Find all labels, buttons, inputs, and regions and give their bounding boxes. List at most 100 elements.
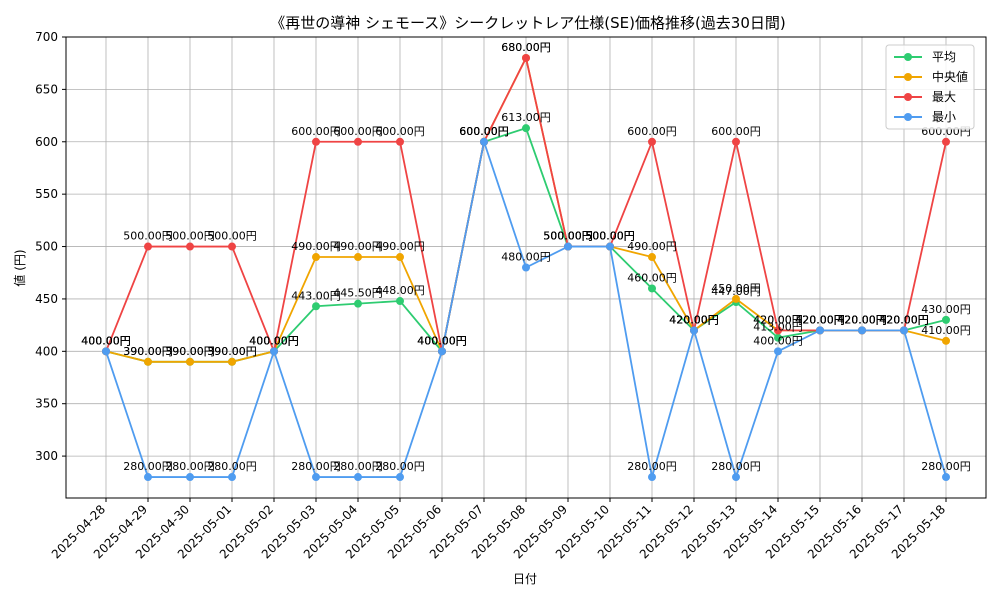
legend-label: 最大 bbox=[932, 90, 956, 104]
data-label: 490.00円 bbox=[333, 240, 383, 253]
legend-label: 中央値 bbox=[932, 69, 968, 84]
data-label: 680.00円 bbox=[501, 41, 551, 54]
data-point bbox=[648, 253, 656, 262]
data-label: 420.00円 bbox=[669, 313, 719, 326]
data-label: 420.00円 bbox=[795, 313, 845, 326]
data-label: 445.50円 bbox=[333, 287, 383, 300]
data-point bbox=[396, 253, 404, 262]
data-label: 280.00円 bbox=[627, 460, 677, 473]
chart-title: 《再世の導神 シェモース》シークレットレア仕様(SE)価格推移(過去30日間) bbox=[270, 14, 786, 32]
data-point bbox=[606, 242, 614, 251]
y-tick-label: 600 bbox=[35, 135, 58, 149]
data-label: 400.00円 bbox=[249, 334, 299, 347]
data-point bbox=[732, 473, 740, 482]
data-point bbox=[732, 137, 740, 146]
data-label: 500.00円 bbox=[543, 230, 593, 243]
legend-marker bbox=[904, 113, 912, 121]
plot-frame bbox=[65, 36, 987, 499]
y-tick-label: 650 bbox=[35, 82, 58, 96]
data-label: 600.00円 bbox=[459, 125, 509, 138]
data-label: 400.00円 bbox=[753, 334, 803, 347]
data-label: 420.00円 bbox=[753, 313, 803, 326]
data-label: 500.00円 bbox=[585, 230, 635, 243]
data-point bbox=[942, 315, 950, 324]
data-label: 420.00円 bbox=[879, 313, 929, 326]
data-label: 400.00円 bbox=[417, 334, 467, 347]
data-label: 600.00円 bbox=[711, 125, 761, 138]
data-label: 430.00円 bbox=[921, 303, 971, 316]
data-label: 500.00円 bbox=[543, 230, 593, 243]
data-label: 420.00円 bbox=[795, 313, 845, 326]
data-label: 400.00円 bbox=[417, 334, 467, 347]
legend-marker bbox=[904, 53, 912, 61]
x-axis-label: 日付 bbox=[513, 572, 537, 586]
data-label: 400.00円 bbox=[81, 334, 131, 347]
data-label: 500.00円 bbox=[543, 230, 593, 243]
data-point bbox=[774, 326, 782, 335]
data-label: 280.00円 bbox=[711, 460, 761, 473]
data-point bbox=[900, 326, 908, 335]
data-point bbox=[732, 294, 740, 303]
data-label: 280.00円 bbox=[123, 460, 173, 473]
data-label: 400.00円 bbox=[81, 334, 131, 347]
data-labels: 400.00円390.00円390.00円390.00円400.00円443.0… bbox=[81, 41, 971, 473]
data-label: 500.00円 bbox=[585, 230, 635, 243]
data-label: 390.00円 bbox=[123, 345, 173, 358]
data-label: 500.00円 bbox=[585, 230, 635, 243]
data-label: 613.00円 bbox=[501, 111, 551, 124]
data-label: 400.00円 bbox=[81, 334, 131, 347]
data-label: 600.00円 bbox=[459, 125, 509, 138]
data-label: 400.00円 bbox=[417, 334, 467, 347]
data-point bbox=[942, 336, 950, 345]
data-point bbox=[522, 124, 530, 133]
data-point bbox=[312, 253, 320, 262]
data-label: 390.00円 bbox=[207, 345, 257, 358]
data-point bbox=[564, 242, 572, 251]
y-tick-label: 400 bbox=[35, 344, 58, 358]
data-label: 280.00円 bbox=[921, 460, 971, 473]
data-label: 447.00円 bbox=[711, 285, 761, 298]
data-label: 490.00円 bbox=[291, 240, 341, 253]
data-label: 400.00円 bbox=[249, 334, 299, 347]
data-label: 400.00円 bbox=[249, 334, 299, 347]
data-label: 460.00円 bbox=[627, 271, 677, 284]
data-point bbox=[648, 473, 656, 482]
data-label: 413.00円 bbox=[753, 321, 803, 334]
data-label: 500.00円 bbox=[165, 230, 215, 243]
data-label: 420.00円 bbox=[837, 313, 887, 326]
data-point bbox=[774, 333, 782, 342]
data-label: 420.00円 bbox=[669, 313, 719, 326]
data-label: 500.00円 bbox=[543, 230, 593, 243]
data-label: 280.00円 bbox=[165, 460, 215, 473]
data-point bbox=[774, 347, 782, 356]
data-point bbox=[270, 347, 278, 356]
data-label: 420.00円 bbox=[669, 313, 719, 326]
y-tick-label: 700 bbox=[35, 30, 58, 44]
data-label: 600.00円 bbox=[291, 125, 341, 138]
data-label: 420.00円 bbox=[795, 313, 845, 326]
data-point bbox=[228, 242, 236, 251]
data-point bbox=[816, 326, 824, 335]
data-label: 400.00円 bbox=[81, 334, 131, 347]
data-label: 420.00円 bbox=[795, 313, 845, 326]
data-label: 680.00円 bbox=[501, 41, 551, 54]
data-point bbox=[312, 302, 320, 311]
data-label: 600.00円 bbox=[627, 125, 677, 138]
legend-label: 最小 bbox=[932, 110, 956, 124]
data-label: 400.00円 bbox=[417, 334, 467, 347]
data-point bbox=[648, 284, 656, 293]
data-point bbox=[312, 137, 320, 146]
data-point bbox=[396, 297, 404, 306]
data-label: 420.00円 bbox=[837, 313, 887, 326]
data-point bbox=[354, 299, 362, 308]
data-point bbox=[396, 473, 404, 482]
data-label: 410.00円 bbox=[921, 324, 971, 337]
data-point bbox=[228, 473, 236, 482]
data-label: 420.00円 bbox=[879, 313, 929, 326]
data-point bbox=[144, 357, 152, 366]
data-label: 500.00円 bbox=[207, 230, 257, 243]
data-point bbox=[438, 347, 446, 356]
